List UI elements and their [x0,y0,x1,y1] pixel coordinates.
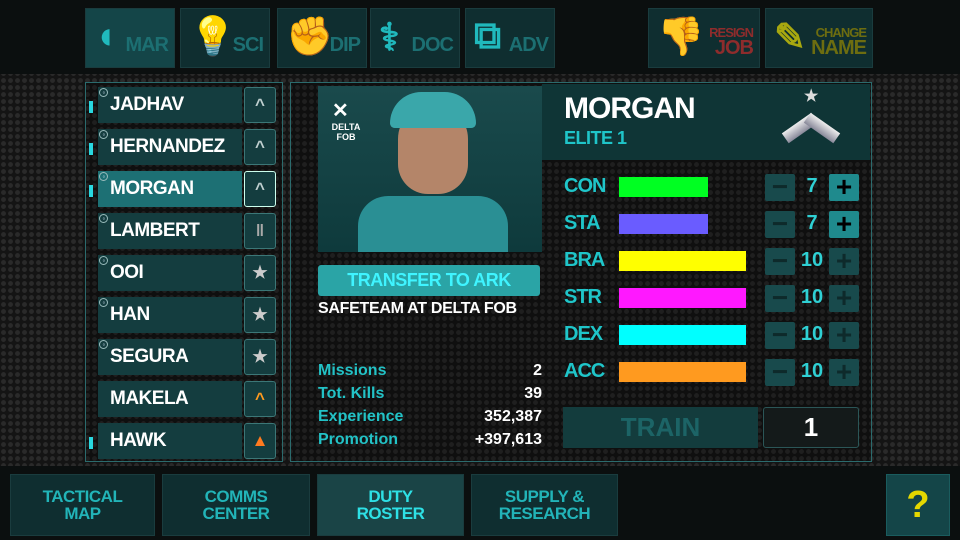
stat-value: 10 [800,360,824,382]
increase-con-button[interactable]: + [829,173,859,201]
roster-item[interactable]: MAKELA [98,381,242,417]
decrease-bra-button[interactable]: − [765,247,795,275]
record-row: Tot. Kills 39 [318,385,542,402]
decrease-con-button[interactable]: − [765,173,795,201]
stat-bar-con [619,177,708,197]
lightbulb-icon: 💡 [189,16,236,58]
stat-label: STA [564,212,601,234]
nav-comms[interactable]: COMMS CENTER [162,474,310,536]
stat-bar-dex [619,325,746,345]
helmet-icon: ◖ [94,15,117,57]
increase-sta-button[interactable]: + [829,210,859,238]
stat-value: 10 [800,286,824,308]
stat-label: STR [564,286,602,308]
stat-value: 7 [806,212,818,234]
help-button[interactable]: ? [886,474,950,536]
rank-bars-icon[interactable]: ‖ [244,213,276,249]
deployed-indicator-icon [89,437,93,449]
increase-str-button[interactable]: + [829,284,859,312]
increase-bra-button[interactable]: + [829,247,859,275]
stat-bar-sta [619,214,708,234]
stat-label: ACC [564,360,605,382]
rank-chevron-icon[interactable]: ^ [244,87,276,123]
deployed-indicator-icon [89,101,93,113]
assignment-text: SAFETEAM AT DELTA FOB [318,300,517,317]
notepad-pencil-icon: ✎ [774,17,806,59]
stat-value: 10 [800,249,824,271]
rank-chevron-icon[interactable]: ^ [244,129,276,165]
handshake-icon: ✊ [286,16,333,58]
record-row: Missions 2 [318,362,542,379]
increase-dex-button[interactable]: + [829,321,859,349]
decrease-dex-button[interactable]: − [765,321,795,349]
stat-bar-acc [619,362,746,382]
soldier-portrait: ✕ DELTA FOB [318,86,542,252]
soldier-rank-title: ELITE 1 [564,128,627,148]
rank-star-icon[interactable]: ★ [244,255,276,291]
caduceus-icon: ⚕ [379,17,400,59]
stat-label: BRA [564,249,605,271]
rank-star-icon[interactable]: ★ [244,339,276,375]
roster-list: ◦ JADHAV ^ ◦ HERNANDEZ ^ ◦ MORGAN ^ ◦ LAMBERT ‖ ◦ OOI… [85,82,283,462]
shield-icon: ◦ [99,130,108,139]
tab-sci[interactable]: 💡 SCI [180,8,270,68]
rank-chevron-icon[interactable]: ^ [244,171,276,207]
rank-orange-insignia-icon[interactable]: ▲ [244,423,276,459]
deployed-indicator-icon [89,185,93,197]
nav-duty[interactable]: DUTY ROSTER [317,474,464,536]
thumbs-down-icon: 👎 [657,16,704,58]
delta-fob-emblem-icon: ✕ [332,100,349,122]
deployed-indicator-icon [89,143,93,155]
decrease-acc-button[interactable]: − [765,358,795,386]
transfer-to-ark-button[interactable]: TRANSFER TO ARK [318,265,540,296]
shield-icon: ◦ [99,172,108,181]
star-icon: ★ [804,88,819,105]
roster-item[interactable]: ◦ OOI [98,255,242,291]
stat-bar-str [619,288,746,308]
shield-icon: ◦ [99,340,108,349]
tab-doc[interactable]: ⚕ DOC [370,8,460,68]
binoculars-icon: ⧉ [474,15,501,57]
stat-label: CON [564,175,606,197]
stat-bar-bra [619,251,746,271]
rank-star-icon[interactable]: ★ [244,297,276,333]
shield-icon: ◦ [99,256,108,265]
stat-value: 10 [800,323,824,345]
roster-item[interactable]: HAWK [98,423,242,459]
gear-help-icon: ? [906,484,930,526]
decrease-sta-button[interactable]: − [765,210,795,238]
record-row: Promotion +397,613 [318,431,542,448]
increase-acc-button[interactable]: + [829,358,859,386]
resign-job-button[interactable]: 👎 RESIGN JOB [648,8,760,68]
stat-value: 7 [806,175,818,197]
roster-item[interactable]: ◦ LAMBERT [98,213,242,249]
roster-item[interactable]: ◦ HERNANDEZ [98,129,242,165]
roster-item[interactable]: ◦ SEGURA [98,339,242,375]
shield-icon: ◦ [99,88,108,97]
tab-mar[interactable]: ◖ MAR [85,8,175,68]
stat-label: DEX [564,323,603,345]
change-name-button[interactable]: ✎ CHANGE NAME [765,8,873,68]
rank-chevron-icon [778,108,842,148]
roster-item[interactable]: ◦ MORGAN [98,171,242,207]
record-row: Experience 352,387 [318,408,542,425]
tab-dip[interactable]: ✊ DIP [277,8,367,68]
decrease-str-button[interactable]: − [765,284,795,312]
tab-adv[interactable]: ⧉ ADV [465,8,555,68]
rank-orange-chevron-icon[interactable]: ^ [244,381,276,417]
roster-item[interactable]: ◦ JADHAV [98,87,242,123]
roster-item[interactable]: ◦ HAN [98,297,242,333]
nav-supply[interactable]: SUPPLY & RESEARCH [471,474,618,536]
nav-tactical[interactable]: TACTICAL MAP [10,474,155,536]
shield-icon: ◦ [99,298,108,307]
train-points-field: 1 [763,407,859,448]
train-button[interactable]: TRAIN [563,407,758,448]
soldier-name: MORGAN [564,92,696,125]
shield-icon: ◦ [99,214,108,223]
